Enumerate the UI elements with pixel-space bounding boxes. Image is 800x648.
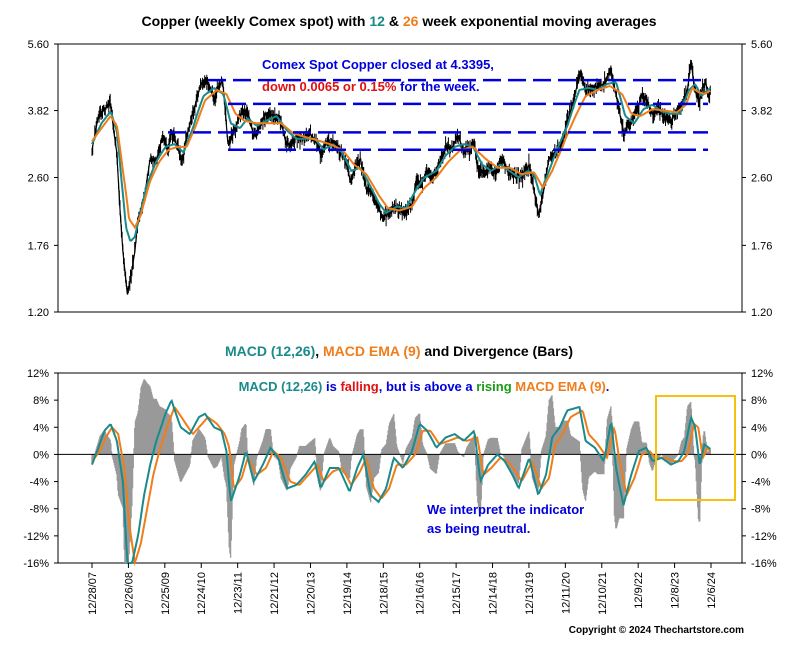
price-ytick-label-left: 2.60 [28, 172, 49, 184]
price-ytick-label-right: 1.76 [751, 240, 772, 252]
price-line [91, 60, 711, 295]
price-annotation-line2: down 0.0065 or 0.15% for the week. [262, 79, 479, 94]
xtick-label: 12/24/10 [196, 572, 208, 615]
price-annotation-line1: Comex Spot Copper closed at 4.3395, [262, 57, 494, 72]
xtick-label: 12/15/17 [451, 572, 463, 615]
price-panel-frame [57, 43, 743, 313]
macd-ytick-label-left: -4% [29, 477, 49, 489]
price-ytick-label-right: 5.60 [751, 39, 772, 51]
macd-ytick-label-right: -12% [751, 531, 777, 543]
xtick-label: 12/20/13 [305, 572, 317, 615]
macd-ytick-label-left: -12% [23, 531, 49, 543]
price-ytick-label-left: 1.20 [28, 307, 49, 319]
xtick-label: 12/25/09 [160, 572, 172, 615]
interpret-line2: as being neutral. [427, 521, 530, 536]
xtick-label: 12/18/15 [378, 572, 390, 615]
macd-ytick-label-left: -8% [29, 504, 49, 516]
xtick-label: 12/10/21 [597, 572, 609, 615]
macd-ytick-label-right: 4% [751, 422, 767, 434]
ema12-line [91, 81, 711, 242]
xtick-label: 12/23/11 [233, 572, 245, 614]
xtick-label: 12/19/14 [342, 572, 354, 615]
macd-chart-title: MACD (12,26), MACD EMA (9) and Divergenc… [225, 343, 573, 359]
interpret-line1: We interpret the indicator [427, 502, 584, 517]
macd-ytick-label-left: 0% [33, 449, 49, 461]
highlight-box [655, 395, 736, 501]
xtick-label: 12/6/24 [706, 572, 718, 609]
x-axis: 12/28/07 12/26/08 12/25/09 12/24/10 12/23/11… [87, 563, 718, 615]
ema26-line [91, 85, 711, 230]
macd-plot-area [58, 379, 742, 567]
xtick-label: 12/16/16 [415, 572, 427, 615]
macd-line [91, 398, 711, 564]
copyright-text: Copyright © 2024 Thechartstore.com [569, 625, 744, 636]
macd-ytick-label-right: -8% [751, 504, 771, 516]
xtick-label: 12/11/20 [560, 572, 572, 614]
price-ytick-label-right: 3.82 [751, 106, 772, 118]
price-plot-area [91, 59, 711, 295]
macd-y-axis: 12% 12% 8% 8% 4% 4% 0% 0% -4% -4% -8% -8% -12% -12% -1… [23, 368, 777, 570]
price-ytick-label-left: 1.76 [28, 240, 49, 252]
macd-ytick-label-left: 4% [33, 422, 49, 434]
price-ytick-label-left: 5.60 [28, 39, 49, 51]
price-ytick-label-right: 2.60 [751, 172, 772, 184]
macd-ytick-label-right: 0% [751, 449, 767, 461]
price-y-axis: 5.60 5.60 3.82 3.82 2.60 2.60 1.76 1.76 1.20 1.20 [28, 39, 773, 319]
macd-ytick-label-right: 8% [751, 395, 767, 407]
price-ytick-label-right: 1.20 [751, 307, 772, 319]
xtick-label: 12/26/08 [123, 572, 135, 615]
macd-panel-frame [57, 372, 743, 564]
top-chart-title: Copper (weekly Comex spot) with 12 & 26 … [141, 13, 656, 29]
price-ytick-label-left: 3.82 [28, 106, 49, 118]
macd-ytick-label-right: -16% [751, 558, 777, 570]
macd-annotation: MACD (12,26) is falling, but is above a … [239, 379, 610, 394]
macd-ytick-label-right: -4% [751, 477, 771, 489]
macd-ytick-label-right: 12% [751, 368, 773, 380]
xtick-label: 12/28/07 [87, 572, 99, 615]
macd-ytick-label-left: 12% [27, 368, 49, 380]
xtick-label: 12/9/22 [633, 572, 645, 609]
xtick-label: 12/14/18 [488, 572, 500, 615]
xtick-label: 12/21/12 [269, 572, 281, 615]
xtick-label: 12/13/19 [524, 572, 536, 615]
price-weekly-bars [91, 59, 711, 295]
macd-ytick-label-left: 8% [33, 395, 49, 407]
xtick-label: 12/8/23 [670, 572, 682, 609]
macd-ytick-label-left: -16% [23, 558, 49, 570]
